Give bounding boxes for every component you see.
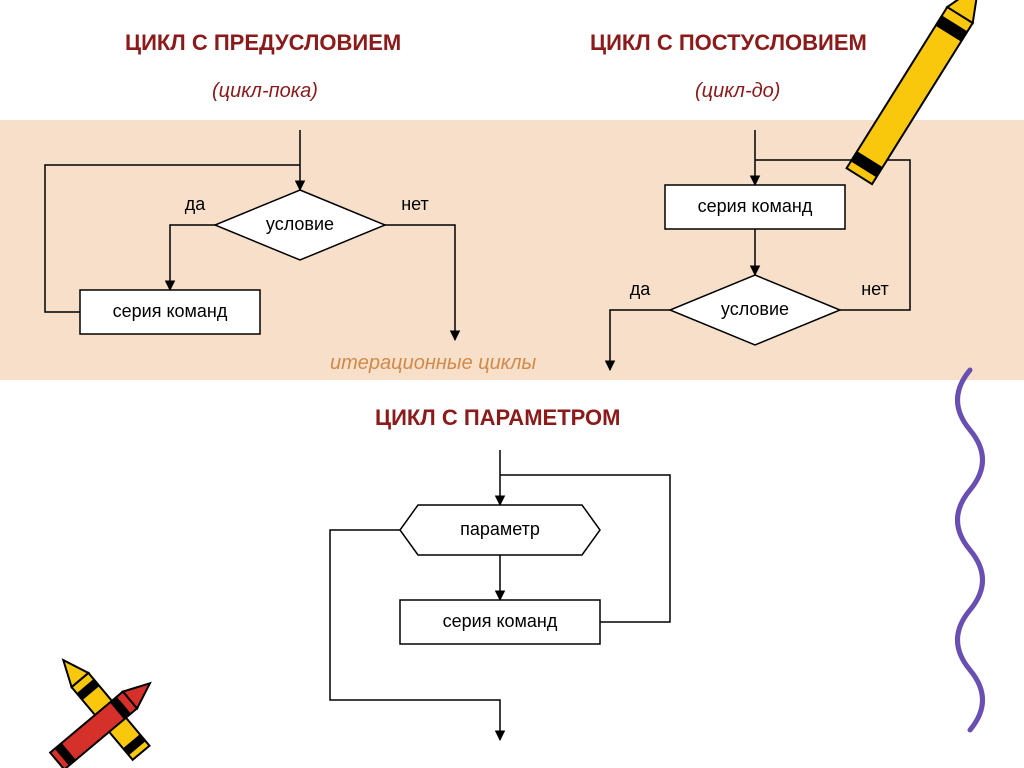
edge-label: да <box>630 279 652 299</box>
flow-precondition: да нет условие серия команд <box>45 130 455 340</box>
flow-parameter: параметр серия команд <box>330 450 670 740</box>
node-label: условие <box>721 299 789 319</box>
node-label: серия команд <box>698 196 813 216</box>
crayon-icon <box>847 0 992 184</box>
squiggle-icon <box>958 370 983 730</box>
flowchart-canvas: да нет условие серия команд нет да серия кома… <box>0 0 1024 768</box>
edge-label: нет <box>861 279 889 299</box>
node-label: серия команд <box>113 301 228 321</box>
node-label: условие <box>266 214 334 234</box>
node-label: параметр <box>460 519 540 539</box>
edge-label: нет <box>401 194 429 214</box>
flow-edge <box>610 310 670 370</box>
flow-edge <box>170 225 215 290</box>
node-label: серия команд <box>443 611 558 631</box>
edge-label: да <box>185 194 207 214</box>
flow-edge <box>385 225 455 340</box>
